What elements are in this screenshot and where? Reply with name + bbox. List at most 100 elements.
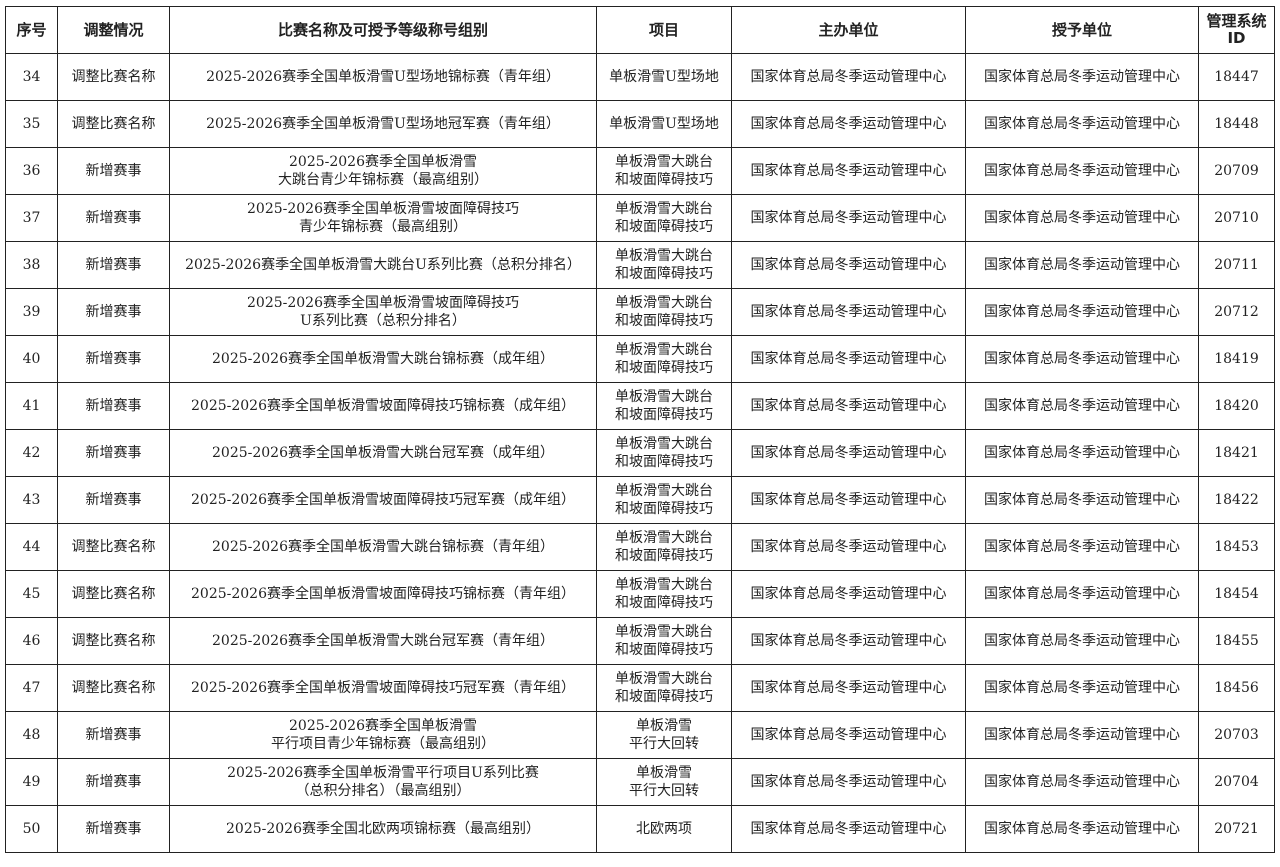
cell-system-id: 20709 xyxy=(1198,147,1275,195)
cell-adjustment: 调整比赛名称 xyxy=(57,570,170,618)
table-header-row: 序号 调整情况 比赛名称及可授予等级称号组别 项目 主办单位 授予单位 管理系统 ID xyxy=(5,6,1275,54)
cell-grantor: 国家体育总局冬季运动管理中心 xyxy=(965,147,1199,195)
competition-table: 序号 调整情况 比赛名称及可授予等级称号组别 项目 主办单位 授予单位 管理系统 ID 34… xyxy=(5,6,1275,853)
cell-adjustment: 新增赛事 xyxy=(57,288,170,336)
cell-organizer: 国家体育总局冬季运动管理中心 xyxy=(731,100,966,148)
cell-competition-name: 2025-2026赛季全国单板滑雪 平行项目青少年锦标赛（最高组别） xyxy=(169,711,597,759)
cell-index: 42 xyxy=(5,429,58,477)
cell-event: 单板滑雪 平行大回转 xyxy=(596,711,732,759)
cell-event: 单板滑雪U型场地 xyxy=(596,100,732,148)
header-competition-name: 比赛名称及可授予等级称号组别 xyxy=(169,6,597,54)
cell-index: 49 xyxy=(5,758,58,806)
cell-grantor: 国家体育总局冬季运动管理中心 xyxy=(965,476,1199,524)
cell-index: 43 xyxy=(5,476,58,524)
header-adjustment: 调整情况 xyxy=(57,6,170,54)
cell-event: 单板滑雪大跳台 和坡面障碍技巧 xyxy=(596,570,732,618)
cell-grantor: 国家体育总局冬季运动管理中心 xyxy=(965,288,1199,336)
cell-index: 44 xyxy=(5,523,58,571)
cell-organizer: 国家体育总局冬季运动管理中心 xyxy=(731,476,966,524)
cell-event: 单板滑雪大跳台 和坡面障碍技巧 xyxy=(596,523,732,571)
table-row: 42 新增赛事 2025-2026赛季全国单板滑雪大跳台冠军赛（成年组） 单板滑雪大跳… xyxy=(5,429,1275,477)
cell-competition-name: 2025-2026赛季全国单板滑雪坡面障碍技巧 青少年锦标赛（最高组别） xyxy=(169,194,597,242)
cell-adjustment: 新增赛事 xyxy=(57,241,170,289)
cell-event: 单板滑雪大跳台 和坡面障碍技巧 xyxy=(596,476,732,524)
header-event: 项目 xyxy=(596,6,732,54)
table-row: 50 新增赛事 2025-2026赛季全国北欧两项锦标赛（最高组别） 北欧两项 国家体育… xyxy=(5,805,1275,853)
cell-competition-name: 2025-2026赛季全国单板滑雪坡面障碍技巧 U系列比赛（总积分排名） xyxy=(169,288,597,336)
cell-adjustment: 新增赛事 xyxy=(57,711,170,759)
table-row: 46 调整比赛名称 2025-2026赛季全国单板滑雪大跳台冠军赛（青年组） 单板滑雪… xyxy=(5,617,1275,665)
cell-competition-name: 2025-2026赛季全国单板滑雪坡面障碍技巧冠军赛（青年组） xyxy=(169,664,597,712)
table-row: 45 调整比赛名称 2025-2026赛季全国单板滑雪坡面障碍技巧锦标赛（青年组）单… xyxy=(5,570,1275,618)
header-system-id: 管理系统 ID xyxy=(1198,6,1275,54)
cell-event: 北欧两项 xyxy=(596,805,732,853)
table-row: 36 新增赛事 2025-2026赛季全国单板滑雪 大跳台青少年锦标赛（最高组别）单… xyxy=(5,147,1275,195)
cell-competition-name: 2025-2026赛季全国单板滑雪大跳台U系列比赛（总积分排名） xyxy=(169,241,597,289)
cell-adjustment: 新增赛事 xyxy=(57,382,170,430)
cell-organizer: 国家体育总局冬季运动管理中心 xyxy=(731,805,966,853)
cell-competition-name: 2025-2026赛季全国单板滑雪坡面障碍技巧冠军赛（成年组） xyxy=(169,476,597,524)
cell-event: 单板滑雪大跳台 和坡面障碍技巧 xyxy=(596,241,732,289)
cell-grantor: 国家体育总局冬季运动管理中心 xyxy=(965,523,1199,571)
cell-organizer: 国家体育总局冬季运动管理中心 xyxy=(731,570,966,618)
cell-organizer: 国家体育总局冬季运动管理中心 xyxy=(731,147,966,195)
cell-organizer: 国家体育总局冬季运动管理中心 xyxy=(731,523,966,571)
cell-adjustment: 新增赛事 xyxy=(57,194,170,242)
table-row: 47 调整比赛名称 2025-2026赛季全国单板滑雪坡面障碍技巧冠军赛（青年组）单… xyxy=(5,664,1275,712)
cell-competition-name: 2025-2026赛季全国单板滑雪平行项目U系列比赛 （总积分排名）（最高组别） xyxy=(169,758,597,806)
cell-organizer: 国家体育总局冬季运动管理中心 xyxy=(731,711,966,759)
cell-grantor: 国家体育总局冬季运动管理中心 xyxy=(965,429,1199,477)
cell-system-id: 20710 xyxy=(1198,194,1275,242)
cell-index: 45 xyxy=(5,570,58,618)
cell-event: 单板滑雪大跳台 和坡面障碍技巧 xyxy=(596,288,732,336)
cell-system-id: 18420 xyxy=(1198,382,1275,430)
table-row: 43 新增赛事 2025-2026赛季全国单板滑雪坡面障碍技巧冠军赛（成年组） 单板滑… xyxy=(5,476,1275,524)
cell-system-id: 20712 xyxy=(1198,288,1275,336)
cell-index: 39 xyxy=(5,288,58,336)
cell-adjustment: 调整比赛名称 xyxy=(57,664,170,712)
cell-system-id: 18448 xyxy=(1198,100,1275,148)
table-row: 39 新增赛事 2025-2026赛季全国单板滑雪坡面障碍技巧 U系列比赛（总积分排… xyxy=(5,288,1275,336)
table-row: 34 调整比赛名称 2025-2026赛季全国单板滑雪U型场地锦标赛（青年组） 单板滑… xyxy=(5,53,1275,101)
cell-adjustment: 新增赛事 xyxy=(57,476,170,524)
cell-adjustment: 调整比赛名称 xyxy=(57,523,170,571)
cell-index: 48 xyxy=(5,711,58,759)
cell-competition-name: 2025-2026赛季全国单板滑雪坡面障碍技巧锦标赛（成年组） xyxy=(169,382,597,430)
cell-event: 单板滑雪大跳台 和坡面障碍技巧 xyxy=(596,664,732,712)
cell-organizer: 国家体育总局冬季运动管理中心 xyxy=(731,194,966,242)
cell-grantor: 国家体育总局冬季运动管理中心 xyxy=(965,382,1199,430)
cell-organizer: 国家体育总局冬季运动管理中心 xyxy=(731,53,966,101)
cell-competition-name: 2025-2026赛季全国单板滑雪U型场地冠军赛（青年组） xyxy=(169,100,597,148)
cell-system-id: 18447 xyxy=(1198,53,1275,101)
table-row: 44 调整比赛名称 2025-2026赛季全国单板滑雪大跳台锦标赛（青年组） 单板滑雪… xyxy=(5,523,1275,571)
cell-adjustment: 新增赛事 xyxy=(57,147,170,195)
header-grantor: 授予单位 xyxy=(965,6,1199,54)
table-row: 37 新增赛事 2025-2026赛季全国单板滑雪坡面障碍技巧 青少年锦标赛（最高组… xyxy=(5,194,1275,242)
table-row: 41 新增赛事 2025-2026赛季全国单板滑雪坡面障碍技巧锦标赛（成年组） 单板滑… xyxy=(5,382,1275,430)
cell-organizer: 国家体育总局冬季运动管理中心 xyxy=(731,241,966,289)
cell-system-id: 18421 xyxy=(1198,429,1275,477)
cell-grantor: 国家体育总局冬季运动管理中心 xyxy=(965,53,1199,101)
cell-grantor: 国家体育总局冬季运动管理中心 xyxy=(965,100,1199,148)
cell-competition-name: 2025-2026赛季全国单板滑雪大跳台锦标赛（成年组） xyxy=(169,335,597,383)
cell-competition-name: 2025-2026赛季全国单板滑雪 大跳台青少年锦标赛（最高组别） xyxy=(169,147,597,195)
cell-grantor: 国家体育总局冬季运动管理中心 xyxy=(965,570,1199,618)
cell-system-id: 18455 xyxy=(1198,617,1275,665)
cell-event: 单板滑雪U型场地 xyxy=(596,53,732,101)
cell-competition-name: 2025-2026赛季全国单板滑雪大跳台锦标赛（青年组） xyxy=(169,523,597,571)
cell-organizer: 国家体育总局冬季运动管理中心 xyxy=(731,382,966,430)
cell-index: 47 xyxy=(5,664,58,712)
table-row: 48 新增赛事 2025-2026赛季全国单板滑雪 平行项目青少年锦标赛（最高组别）… xyxy=(5,711,1275,759)
cell-system-id: 18422 xyxy=(1198,476,1275,524)
cell-grantor: 国家体育总局冬季运动管理中心 xyxy=(965,617,1199,665)
cell-event: 单板滑雪大跳台 和坡面障碍技巧 xyxy=(596,429,732,477)
table-row: 40 新增赛事 2025-2026赛季全国单板滑雪大跳台锦标赛（成年组） 单板滑雪大跳… xyxy=(5,335,1275,383)
cell-system-id: 20711 xyxy=(1198,241,1275,289)
cell-index: 38 xyxy=(5,241,58,289)
table-row: 38 新增赛事 2025-2026赛季全国单板滑雪大跳台U系列比赛（总积分排名） 单板… xyxy=(5,241,1275,289)
cell-system-id: 20704 xyxy=(1198,758,1275,806)
cell-competition-name: 2025-2026赛季全国单板滑雪大跳台冠军赛（青年组） xyxy=(169,617,597,665)
cell-adjustment: 调整比赛名称 xyxy=(57,53,170,101)
cell-index: 46 xyxy=(5,617,58,665)
cell-adjustment: 新增赛事 xyxy=(57,758,170,806)
